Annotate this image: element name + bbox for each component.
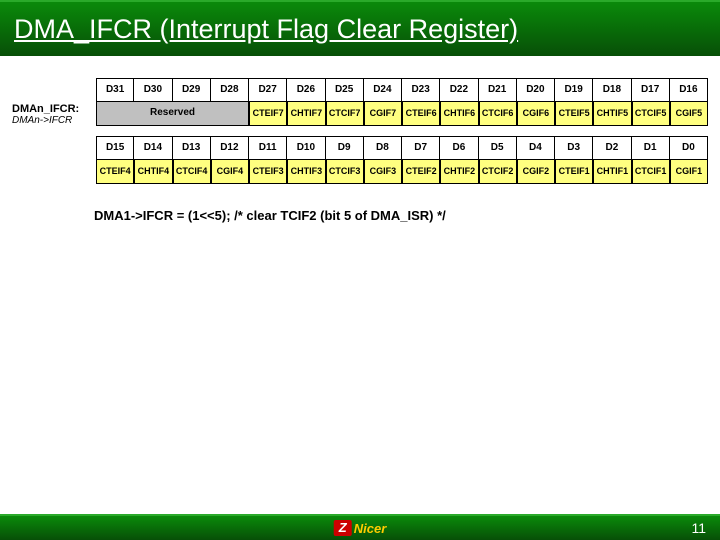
bit-field: CTCIF1 xyxy=(632,160,670,184)
low-bit-field-row: CTEIF4CHTIF4CTCIF4CGIF4CTEIF3CHTIF3CTCIF… xyxy=(12,160,708,184)
bit-field: CTEIF7 xyxy=(249,102,287,126)
bit-header: D28 xyxy=(211,78,249,102)
register-diagram: D31D30D29D28D27D26D25D24D23D22D21D20D19D… xyxy=(12,78,708,184)
title-bar: DMA_IFCR (Interrupt Flag Clear Register) xyxy=(0,0,720,56)
bit-header: D7 xyxy=(402,136,440,160)
bit-field: CGIF2 xyxy=(517,160,555,184)
bit-header: D12 xyxy=(211,136,249,160)
bit-header: D20 xyxy=(517,78,555,102)
bit-header: D22 xyxy=(440,78,478,102)
bit-field: CTEIF4 xyxy=(96,160,134,184)
bit-field: CHTIF2 xyxy=(440,160,478,184)
bit-field: CHTIF1 xyxy=(593,160,631,184)
bit-header: D3 xyxy=(555,136,593,160)
bit-field: CTEIF2 xyxy=(402,160,440,184)
bit-header: D0 xyxy=(670,136,708,160)
page-title: DMA_IFCR (Interrupt Flag Clear Register) xyxy=(14,14,518,45)
row-label-spacer xyxy=(12,136,96,160)
bit-header: D27 xyxy=(249,78,287,102)
bit-header: D25 xyxy=(326,78,364,102)
register-label-1: DMAn_IFCR: xyxy=(12,103,92,115)
bit-header: D17 xyxy=(632,78,670,102)
logo-text: Nicer xyxy=(354,521,387,536)
bit-field: CGIF1 xyxy=(670,160,708,184)
bit-header: D2 xyxy=(593,136,631,160)
bit-field: CTCIF3 xyxy=(326,160,364,184)
row-label-spacer xyxy=(12,160,96,184)
footer-logo: Z Nicer xyxy=(334,520,387,536)
bit-field: CTCIF7 xyxy=(326,102,364,126)
bit-header: D1 xyxy=(632,136,670,160)
bit-header: D26 xyxy=(287,78,325,102)
bit-header: D11 xyxy=(249,136,287,160)
code-example: DMA1->IFCR = (1<<5); /* clear TCIF2 (bit… xyxy=(94,208,720,223)
low-bit-header-row: D15D14D13D12D11D10D9D8D7D6D5D4D3D2D1D0 xyxy=(12,136,708,160)
bit-header: D10 xyxy=(287,136,325,160)
bit-field: CTCIF6 xyxy=(479,102,517,126)
bit-field: CGIF4 xyxy=(211,160,249,184)
bit-field: CGIF6 xyxy=(517,102,555,126)
bit-field: CTCIF2 xyxy=(479,160,517,184)
bit-header: D24 xyxy=(364,78,402,102)
bit-header: D14 xyxy=(134,136,172,160)
register-row-labels: DMAn_IFCR: DMAn->IFCR xyxy=(12,102,96,126)
bit-header: D16 xyxy=(670,78,708,102)
row-label-spacer xyxy=(12,78,96,102)
bit-field: CTCIF5 xyxy=(632,102,670,126)
bit-header: D15 xyxy=(96,136,134,160)
reserved-field: Reserved xyxy=(96,102,249,126)
bit-field: CTCIF4 xyxy=(173,160,211,184)
bit-field: CGIF7 xyxy=(364,102,402,126)
bit-field: CHTIF6 xyxy=(440,102,478,126)
bit-header: D8 xyxy=(364,136,402,160)
footer-bar: Z Nicer 11 xyxy=(0,514,720,540)
bit-header: D21 xyxy=(479,78,517,102)
bit-field: CTEIF6 xyxy=(402,102,440,126)
bit-field: CHTIF4 xyxy=(134,160,172,184)
bit-field: CGIF5 xyxy=(670,102,708,126)
bit-field: CTEIF1 xyxy=(555,160,593,184)
bit-header: D18 xyxy=(593,78,631,102)
high-bit-header-row: D31D30D29D28D27D26D25D24D23D22D21D20D19D… xyxy=(12,78,708,102)
bit-header: D4 xyxy=(517,136,555,160)
bit-header: D23 xyxy=(402,78,440,102)
bit-field: CTEIF3 xyxy=(249,160,287,184)
bit-header: D19 xyxy=(555,78,593,102)
bit-field: CHTIF5 xyxy=(593,102,631,126)
bit-header: D9 xyxy=(326,136,364,160)
logo-icon: Z xyxy=(334,520,352,536)
bit-header: D29 xyxy=(173,78,211,102)
bit-field: CTEIF5 xyxy=(555,102,593,126)
bit-field: CHTIF7 xyxy=(287,102,325,126)
bit-field: CHTIF3 xyxy=(287,160,325,184)
bit-field: CGIF3 xyxy=(364,160,402,184)
bit-header: D6 xyxy=(440,136,478,160)
bit-header: D5 xyxy=(479,136,517,160)
bit-header: D30 xyxy=(134,78,172,102)
page-number: 11 xyxy=(691,520,706,536)
bit-header: D31 xyxy=(96,78,134,102)
high-bit-field-row: DMAn_IFCR: DMAn->IFCR ReservedCTEIF7CHTI… xyxy=(12,102,708,126)
bit-header: D13 xyxy=(173,136,211,160)
register-label-2: DMAn->IFCR xyxy=(12,115,92,126)
